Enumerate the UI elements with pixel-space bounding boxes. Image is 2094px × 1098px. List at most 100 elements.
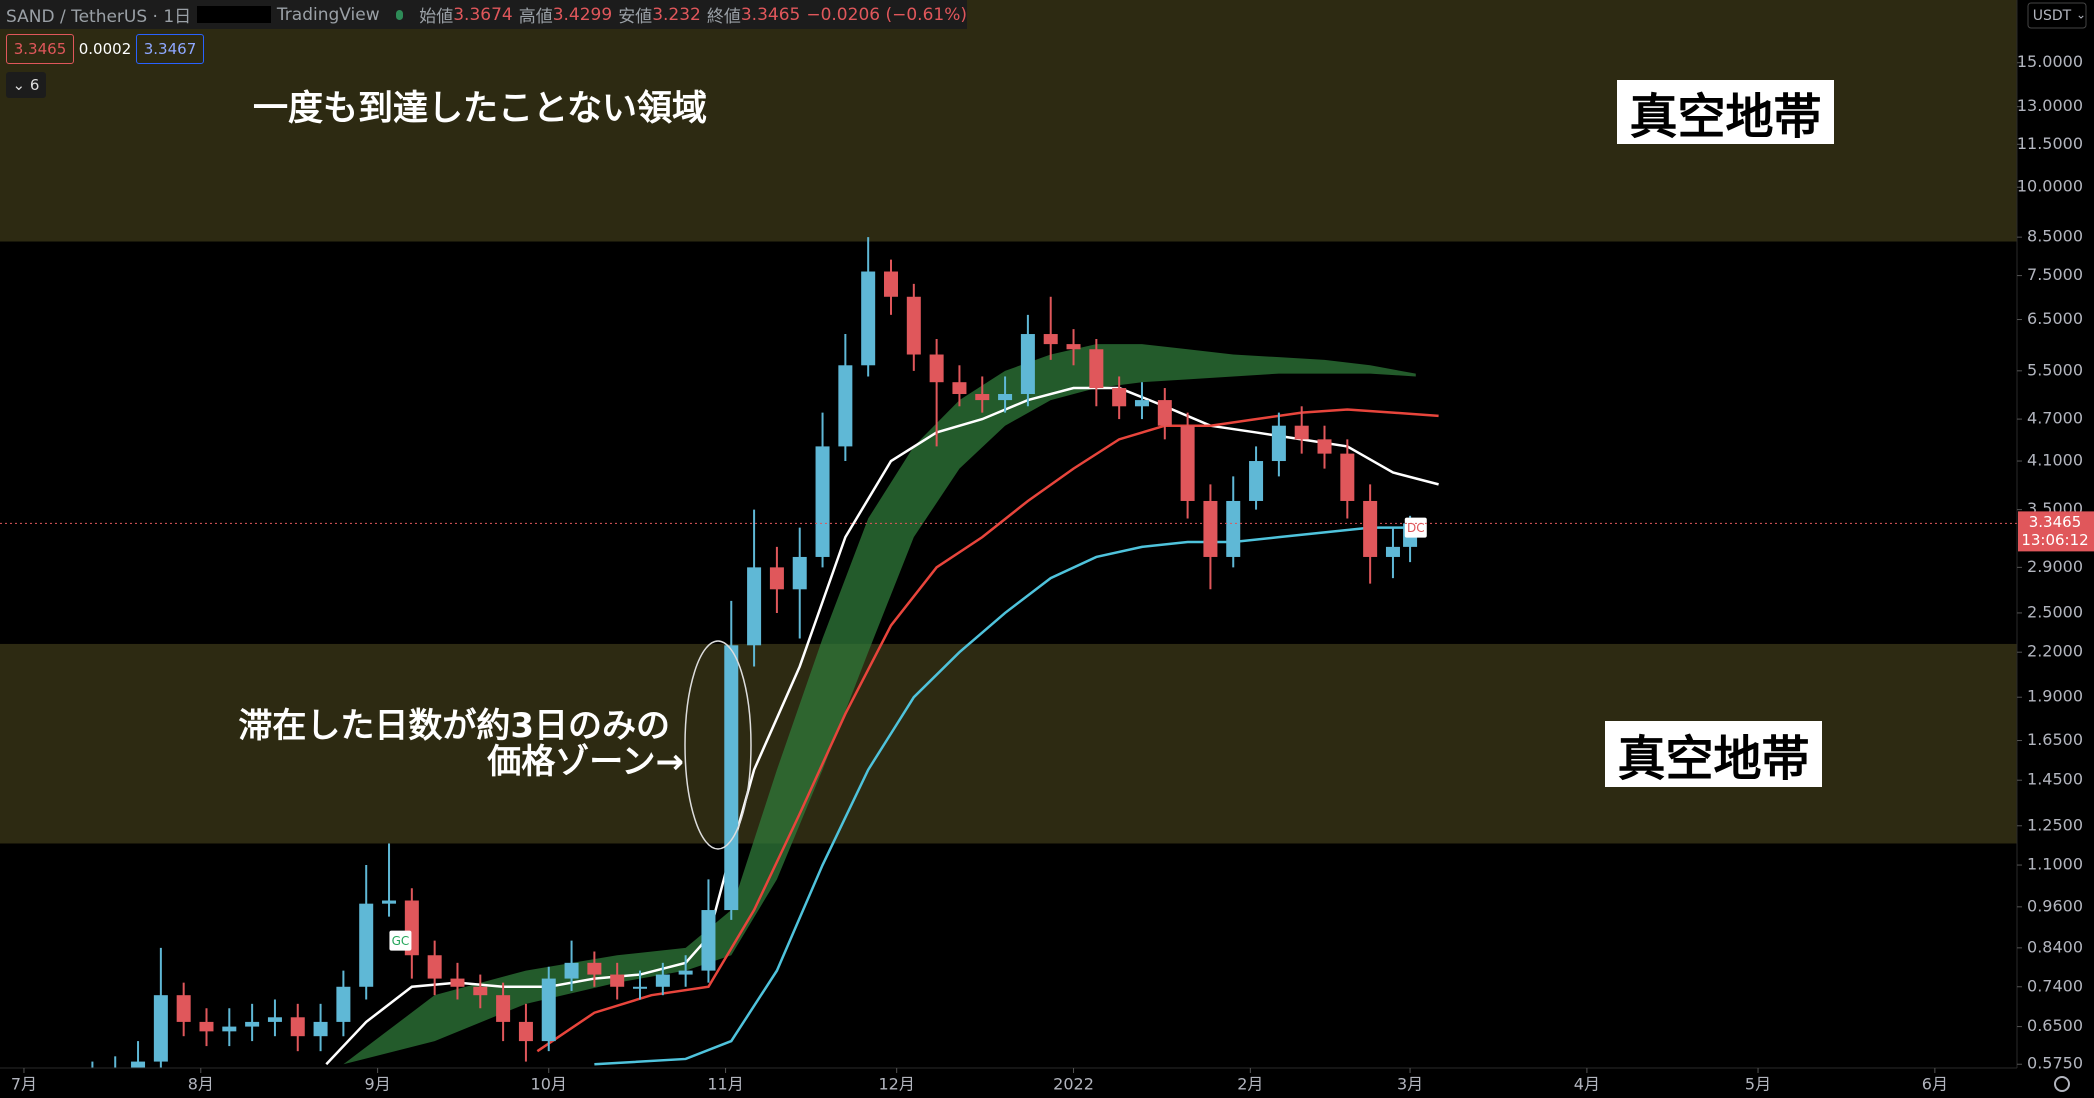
candle-body [1020, 334, 1035, 395]
settings-icon[interactable] [2054, 1076, 2070, 1092]
candle-body [108, 1072, 122, 1078]
signal-marker [1404, 517, 1427, 538]
candle-body [724, 645, 739, 911]
candle-body [838, 365, 853, 447]
change: −0.0206 (−0.61%) [806, 4, 967, 25]
signal-marker [389, 930, 412, 951]
y-tick-label: 0.7400 [2027, 976, 2083, 995]
sell-button[interactable]: 3.3465 [6, 34, 74, 64]
highlight-ellipse [684, 640, 752, 850]
indicator-toggle[interactable]: ⌄ 6 [6, 72, 46, 98]
y-tick-label: 4.7000 [2027, 409, 2083, 428]
candle-body [1363, 500, 1378, 557]
candle-body [313, 1021, 328, 1037]
open-label: 始値 [419, 7, 454, 27]
y-tick-label: 8.5000 [2027, 227, 2083, 246]
candle-body [290, 1017, 305, 1037]
status-dot [395, 9, 404, 20]
candle-body [975, 394, 990, 401]
countdown: 13:06:12 [2021, 531, 2088, 549]
candle-body [747, 567, 762, 646]
y-tick-label: 10.0000 [2017, 177, 2083, 196]
low-label: 安値 [618, 7, 653, 27]
candle-body [541, 978, 556, 1042]
x-tick-label: 11月 [707, 1075, 743, 1094]
candle-body [85, 1078, 99, 1084]
redaction [197, 6, 271, 23]
candle-body [245, 1021, 260, 1027]
candle-body [952, 382, 967, 395]
high: 3.4299 [552, 4, 613, 25]
top-note: 一度も到達したことない領域 [253, 89, 707, 129]
candle-body [176, 995, 191, 1022]
candle-body [359, 903, 374, 987]
candle-body [131, 1061, 146, 1068]
x-tick-label: 10月 [531, 1075, 567, 1094]
y-tick-label: 11.5000 [2017, 134, 2083, 153]
candle-body [222, 1026, 237, 1032]
y-tick-label: 2.5000 [2027, 602, 2083, 621]
signal-label: DC [1407, 521, 1425, 535]
candle-body [815, 446, 830, 557]
x-tick-label: 8月 [188, 1075, 214, 1094]
candle-body [1294, 425, 1309, 440]
y-tick-label: 1.1000 [2027, 855, 2083, 874]
indicator-count: 6 [29, 76, 40, 94]
y-tick-label: 7.5000 [2027, 265, 2083, 284]
y-tick-label: 4.1000 [2027, 451, 2083, 470]
candle-body [1112, 388, 1127, 407]
x-tick-label: 2022 [1053, 1075, 1094, 1094]
candle-body [336, 986, 351, 1022]
candle-body [473, 986, 488, 996]
y-tick-label: 0.9600 [2027, 896, 2083, 915]
candle-body [906, 296, 921, 355]
y-tick-label: 1.6500 [2027, 730, 2083, 749]
last-price-box [2018, 511, 2094, 552]
source: TradingView [276, 4, 380, 25]
candle-body [1089, 349, 1104, 389]
y-tick-label: 0.8400 [2027, 937, 2083, 956]
candle-body [1249, 461, 1264, 501]
x-tick-label: 7月 [11, 1075, 37, 1094]
y-tick-label: 6.5000 [2027, 309, 2083, 328]
candle-body [929, 354, 944, 383]
candle-body [518, 1021, 533, 1042]
vacuum-label: 真空地帯 [1617, 80, 1834, 145]
x-tick-label: 3月 [1397, 1075, 1423, 1094]
x-tick-label: 5月 [1745, 1075, 1771, 1094]
candle-body [564, 962, 579, 979]
close-label: 終値 [706, 7, 741, 27]
symbol: SAND / TetherUS · 1日 [6, 7, 192, 27]
currency-caret: ⌄ [2076, 8, 2086, 22]
currency: USDT [2033, 8, 2072, 24]
candle-body [1203, 500, 1218, 557]
x-tick-label: 4月 [1574, 1075, 1600, 1094]
buy-button[interactable]: 3.3467 [136, 34, 204, 64]
candle-body [1066, 344, 1081, 350]
moving-average [536, 408, 1439, 1053]
x-tick-label: 9月 [365, 1075, 391, 1094]
candle-body [861, 271, 876, 366]
candle-body [450, 978, 465, 987]
candle-body [610, 974, 625, 987]
candle-body [633, 986, 648, 989]
candle-body [998, 394, 1013, 401]
candle-body [1157, 400, 1172, 426]
plot: GC DC [0, 0, 2017, 1084]
y-tick-label: 13.0000 [2017, 96, 2083, 115]
y-tick-label: 2.9000 [2027, 557, 2083, 576]
candle-body [587, 962, 602, 975]
close: 3.3465 [740, 4, 801, 25]
candle-body [701, 910, 716, 971]
candle-body [769, 567, 784, 590]
low: 3.232 [652, 4, 701, 25]
candle-body [1226, 500, 1241, 557]
y-tick-label: 0.5750 [2027, 1054, 2083, 1073]
candle-body [427, 955, 442, 979]
moving-average [594, 526, 1416, 1066]
candle-body [1385, 546, 1400, 557]
y-tick-label: 1.2500 [2027, 815, 2083, 834]
candle-body [1271, 425, 1286, 462]
stay-note: 価格ゾーン→ [487, 742, 684, 782]
